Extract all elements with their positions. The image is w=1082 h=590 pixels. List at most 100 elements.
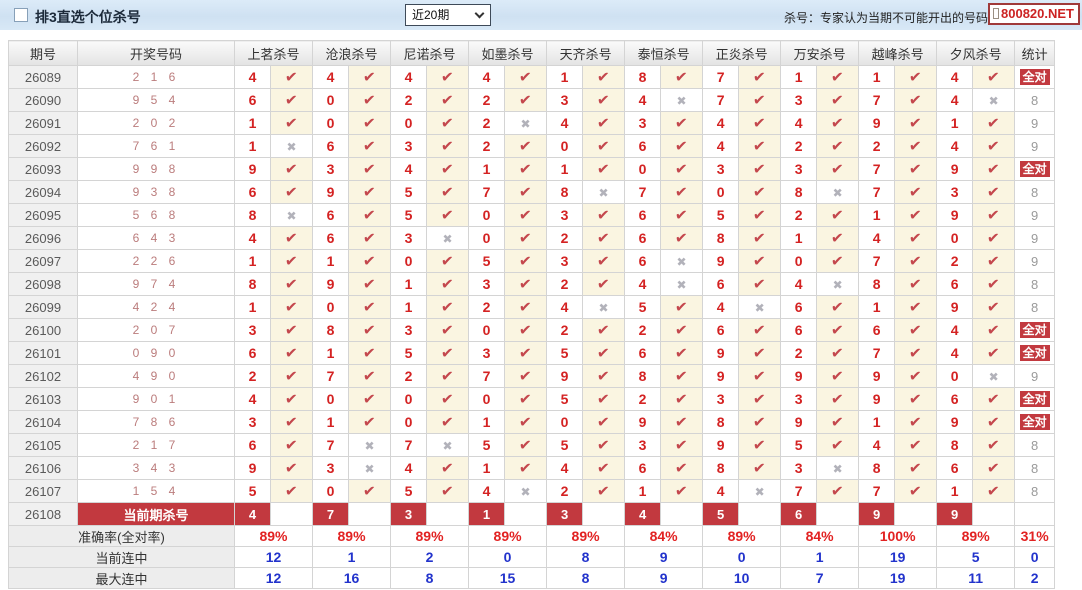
draw-numbers-cell: 4 9 0 bbox=[77, 364, 235, 388]
check-icon: ✔ bbox=[908, 68, 923, 87]
check-icon: ✔ bbox=[752, 321, 767, 340]
check-icon: ✔ bbox=[440, 413, 455, 432]
kill-number-cell: 6 bbox=[624, 341, 662, 365]
check-icon: ✔ bbox=[830, 91, 845, 110]
check-icon: ✔ bbox=[284, 367, 299, 386]
kill-number-cell: 2 bbox=[546, 226, 584, 250]
check-icon: ✔ bbox=[440, 390, 455, 409]
table-row: 26098 9 7 4 8 ✔ 9 ✔ 1 ✔ 3 ✔ 2 ✔ 4 ✖ 6 ✔ 4 ✖ 8 ✔ 6 ✔ 8 bbox=[8, 272, 1056, 296]
check-icon: ✔ bbox=[908, 183, 923, 202]
kill-result-cell: ✔ bbox=[894, 249, 938, 273]
kill-number-cell: 8 bbox=[702, 456, 740, 480]
footer-value-cell: 1 bbox=[780, 546, 860, 568]
kill-result-cell: ✔ bbox=[504, 433, 548, 457]
all-correct-badge: 全对 bbox=[1019, 345, 1050, 361]
kill-result-cell: ✔ bbox=[504, 295, 548, 319]
kill-result-cell: ✖ bbox=[816, 180, 860, 204]
kill-number-cell: 0 bbox=[546, 410, 584, 434]
check-icon: ✔ bbox=[362, 275, 377, 294]
check-icon: ✔ bbox=[284, 436, 299, 455]
kill-number-cell: 2 bbox=[546, 272, 584, 296]
kill-result-cell: ✔ bbox=[582, 134, 626, 158]
kill-result-cell: ✔ bbox=[738, 433, 782, 457]
check-icon: ✔ bbox=[440, 206, 455, 225]
kill-result-cell: ✔ bbox=[582, 203, 626, 227]
cross-icon: ✖ bbox=[598, 185, 609, 200]
kill-result-cell: ✖ bbox=[972, 364, 1016, 388]
kill-number-cell: 9 bbox=[702, 341, 740, 365]
check-icon: ✔ bbox=[440, 275, 455, 294]
check-icon: ✔ bbox=[986, 482, 1001, 501]
kill-number-cell: 2 bbox=[546, 479, 584, 503]
col-header-period: 期号 bbox=[8, 40, 78, 66]
table-row: 26104 7 8 6 3 ✔ 1 ✔ 0 ✔ 1 ✔ 0 ✔ 9 ✔ 8 ✔ 9 ✔ 1 ✔ 9 ✔ 全对 bbox=[8, 410, 1056, 434]
check-icon: ✔ bbox=[674, 321, 689, 340]
kill-number-cell: 1 bbox=[234, 295, 271, 319]
kill-result-cell: ✔ bbox=[738, 272, 782, 296]
footer-value-cell: 2 bbox=[390, 546, 470, 568]
kill-number-cell: 0 bbox=[312, 295, 350, 319]
cross-icon: ✖ bbox=[754, 300, 765, 315]
cross-icon: ✖ bbox=[520, 116, 531, 131]
footer-value-cell: 8 bbox=[390, 567, 470, 589]
section-checkbox[interactable] bbox=[14, 8, 28, 22]
kill-result-cell: ✔ bbox=[348, 65, 392, 89]
kill-number-cell: 5 bbox=[390, 203, 428, 227]
col-header-expert: 夕风杀号 bbox=[936, 40, 1016, 66]
check-icon: ✔ bbox=[440, 252, 455, 271]
kill-number-cell: 4 bbox=[858, 433, 896, 457]
period-range-select[interactable]: 近20期 bbox=[405, 4, 491, 26]
kill-number-cell: 8 bbox=[624, 65, 662, 89]
check-icon: ✔ bbox=[752, 114, 767, 133]
kill-number-cell: 1 bbox=[234, 249, 271, 273]
kill-result-cell: ✔ bbox=[816, 433, 860, 457]
kill-result-cell: ✔ bbox=[504, 456, 548, 480]
kill-number-cell: 3 bbox=[780, 88, 818, 112]
check-icon: ✔ bbox=[362, 183, 377, 202]
kill-result-cell: ✔ bbox=[894, 65, 938, 89]
kill-result-cell bbox=[894, 502, 938, 526]
kill-number-cell: 1 bbox=[546, 65, 584, 89]
kill-number-cell: 0 bbox=[390, 249, 428, 273]
kill-number-cell: 4 bbox=[234, 387, 271, 411]
kill-number-cell: 0 bbox=[702, 180, 740, 204]
check-icon: ✔ bbox=[440, 183, 455, 202]
cross-icon: ✖ bbox=[286, 208, 297, 223]
check-icon: ✔ bbox=[284, 91, 299, 110]
kill-number-cell: 7 bbox=[858, 479, 896, 503]
check-icon: ✔ bbox=[518, 68, 533, 87]
check-icon: ✔ bbox=[518, 413, 533, 432]
kill-number-cell: 6 bbox=[624, 134, 662, 158]
check-icon: ✔ bbox=[362, 68, 377, 87]
footer-stat-cell: 31% bbox=[1014, 525, 1056, 547]
kill-number-cell: 4 bbox=[936, 134, 974, 158]
kill-number-cell: 4 bbox=[858, 226, 896, 250]
kill-result-cell: ✖ bbox=[738, 295, 782, 319]
kill-number-cell: 5 bbox=[624, 295, 662, 319]
table-row: 26100 2 0 7 3 ✔ 8 ✔ 3 ✔ 0 ✔ 2 ✔ 2 ✔ 6 ✔ 6 ✔ 6 ✔ 4 ✔ 全对 bbox=[8, 318, 1056, 342]
draw-numbers-cell: 4 2 4 bbox=[77, 295, 235, 319]
kill-number-cell: 5 bbox=[234, 479, 271, 503]
kill-number-cell: 0 bbox=[468, 226, 506, 250]
kill-number-cell: 6 bbox=[234, 433, 271, 457]
kill-number-cell: 5 bbox=[546, 341, 584, 365]
check-icon: ✔ bbox=[752, 344, 767, 363]
kill-number-cell: 7 bbox=[858, 341, 896, 365]
kill-number-cell: 7 bbox=[468, 364, 506, 388]
kill-result-cell: ✔ bbox=[426, 295, 470, 319]
kill-number-cell: 8 bbox=[234, 272, 271, 296]
site-logo[interactable]: 800820.NET bbox=[988, 3, 1080, 25]
kill-number-cell: 1 bbox=[234, 111, 271, 135]
kill-number-cell: 1 bbox=[780, 65, 818, 89]
check-icon: ✔ bbox=[596, 137, 611, 156]
kill-number-cell: 3 bbox=[312, 157, 350, 181]
kill-number-cell: 9 bbox=[546, 364, 584, 388]
kill-result-cell: ✔ bbox=[269, 456, 314, 480]
kill-result-cell: ✔ bbox=[738, 341, 782, 365]
kill-number-cell: 4 bbox=[312, 65, 350, 89]
period-cell: 26090 bbox=[8, 88, 78, 112]
kill-result-cell: ✔ bbox=[269, 364, 314, 388]
all-correct-badge: 全对 bbox=[1019, 161, 1050, 177]
kill-number-cell: 0 bbox=[312, 387, 350, 411]
